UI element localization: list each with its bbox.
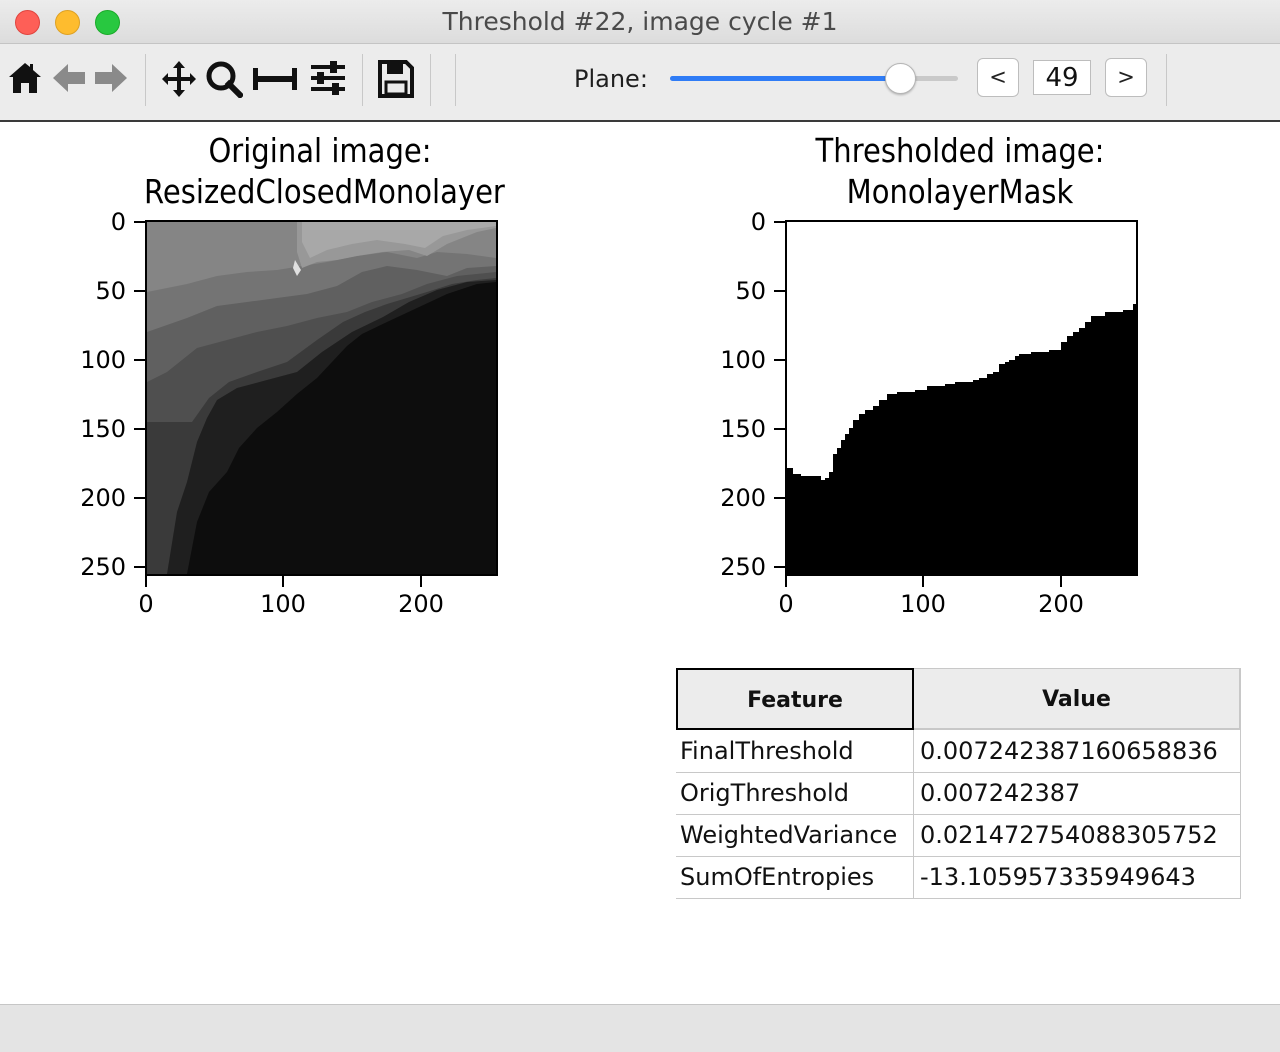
x-tick-label: 0	[778, 590, 794, 618]
plot-title-line: Original image:	[208, 131, 432, 170]
minimize-window-button[interactable]	[55, 10, 80, 35]
x-tick-label: 100	[260, 590, 306, 618]
feature-cell[interactable]: SumOfEntropies	[676, 856, 914, 898]
toolbar: Plane: < 49 >	[0, 44, 1280, 122]
y-tick-label: 0	[110, 208, 126, 236]
x-tick-label: 100	[900, 590, 946, 618]
y-tick-label: 250	[80, 553, 126, 581]
x-tick-label: 0	[138, 590, 154, 618]
y-tick	[134, 359, 145, 361]
y-tick	[774, 428, 785, 430]
table-row[interactable]: SumOfEntropies -13.105957335949643	[676, 856, 1241, 899]
toolbar-separator	[455, 54, 456, 106]
zoom-button[interactable]	[205, 60, 243, 98]
table-header-row: Feature Value	[676, 668, 1241, 730]
value-cell[interactable]: 0.021472754088305752	[914, 814, 1241, 856]
y-tick-label: 50	[95, 277, 126, 305]
y-tick	[774, 290, 785, 292]
toolbar-separator	[145, 54, 146, 106]
y-tick-label: 200	[720, 484, 766, 512]
pan-icon	[162, 61, 196, 97]
y-tick-label: 150	[720, 415, 766, 443]
y-tick	[134, 428, 145, 430]
pan-button[interactable]	[161, 60, 197, 98]
x-tick	[145, 576, 147, 587]
title-bar: Threshold #22, image cycle #1	[0, 0, 1280, 44]
y-tick	[134, 221, 145, 223]
toolbar-separator	[362, 54, 363, 106]
save-icon	[378, 60, 414, 98]
y-tick-label: 100	[80, 346, 126, 374]
configure-button[interactable]	[310, 60, 346, 96]
plot-title-thresholded: Thresholded image: MonolayerMask	[784, 130, 1136, 212]
y-tick-label: 100	[720, 346, 766, 374]
table-row[interactable]: OrigThreshold 0.007242387	[676, 772, 1241, 815]
plot-title-line: Thresholded image:	[815, 131, 1105, 170]
close-window-button[interactable]	[15, 10, 40, 35]
window-title: Threshold #22, image cycle #1	[442, 7, 838, 36]
x-tick	[1060, 576, 1062, 587]
next-plane-button[interactable]: >	[1105, 58, 1147, 97]
y-tick-label: 150	[80, 415, 126, 443]
back-arrow-icon	[53, 64, 85, 92]
value-cell[interactable]: 0.007242387	[914, 772, 1241, 814]
subplots-button[interactable]	[252, 60, 298, 96]
home-button[interactable]	[8, 60, 42, 96]
x-tick	[282, 576, 284, 587]
feature-cell[interactable]: OrigThreshold	[676, 772, 914, 814]
toolbar-separator	[1166, 54, 1167, 106]
y-tick-label: 250	[720, 553, 766, 581]
configure-icon	[311, 61, 345, 95]
y-tick	[774, 359, 785, 361]
home-icon	[9, 63, 41, 93]
y-tick-label: 0	[750, 208, 766, 236]
value-cell[interactable]: 0.007242387160658836	[914, 730, 1241, 772]
subplots-icon	[253, 68, 297, 90]
plot-title-original: Original image: ResizedClosedMonolayer	[144, 130, 505, 212]
table-row[interactable]: WeightedVariance 0.021472754088305752	[676, 814, 1241, 857]
plane-number-field[interactable]: 49	[1033, 60, 1091, 95]
forward-button[interactable]	[92, 60, 130, 96]
table-row[interactable]: FinalThreshold 0.007242387160658836	[676, 730, 1241, 773]
plot-title-line: MonolayerMask	[846, 172, 1074, 211]
status-bar	[0, 1004, 1280, 1052]
y-tick-label: 50	[735, 277, 766, 305]
y-tick	[774, 497, 785, 499]
prev-plane-button[interactable]: <	[977, 58, 1019, 97]
y-tick	[134, 497, 145, 499]
x-tick	[922, 576, 924, 587]
column-header-value[interactable]: Value	[914, 668, 1241, 730]
y-tick-label: 200	[80, 484, 126, 512]
zoom-window-button[interactable]	[95, 10, 120, 35]
save-button[interactable]	[378, 60, 414, 98]
x-tick-label: 200	[398, 590, 444, 618]
toolbar-separator	[430, 54, 431, 106]
threshold-mask	[787, 304, 1136, 574]
y-tick	[774, 221, 785, 223]
column-header-feature[interactable]: Feature	[676, 668, 914, 730]
x-tick	[785, 576, 787, 587]
y-tick	[774, 566, 785, 568]
thresholded-image-axes[interactable]	[785, 220, 1138, 576]
plane-slider-fill	[670, 76, 901, 81]
y-tick	[134, 290, 145, 292]
x-tick-label: 200	[1038, 590, 1084, 618]
zoom-icon	[206, 61, 243, 98]
back-button[interactable]	[50, 60, 88, 96]
value-cell[interactable]: -13.105957335949643	[914, 856, 1241, 898]
plot-title-line: ResizedClosedMonolayer	[144, 172, 505, 211]
plane-slider-handle[interactable]	[884, 63, 916, 94]
forward-arrow-icon	[95, 64, 127, 92]
plane-label: Plane:	[574, 65, 648, 93]
original-image-axes[interactable]	[145, 220, 498, 576]
feature-cell[interactable]: WeightedVariance	[676, 814, 914, 856]
original-image	[147, 222, 496, 574]
y-tick	[134, 566, 145, 568]
x-tick	[420, 576, 422, 587]
plane-slider[interactable]	[670, 76, 958, 81]
feature-cell[interactable]: FinalThreshold	[676, 730, 914, 772]
